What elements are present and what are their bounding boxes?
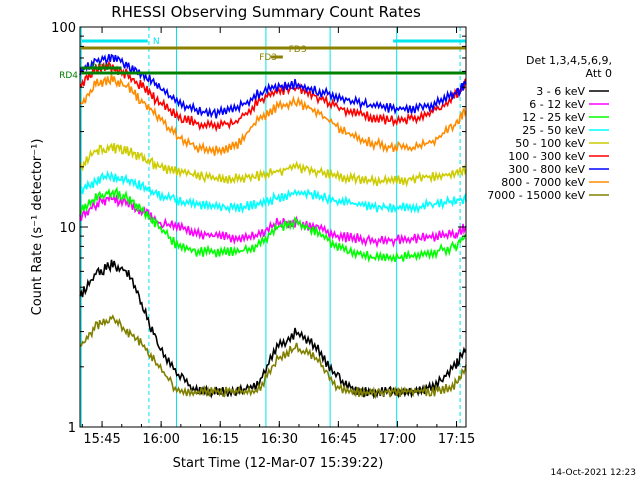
series-line [79, 259, 467, 400]
series-line [79, 142, 467, 188]
legend-entry-label: 3 - 6 keV [536, 85, 585, 98]
series-line [79, 74, 467, 157]
timestamp: 14-Oct-2021 12:23 [551, 468, 636, 478]
x-tick-label: 16:15 [201, 432, 238, 447]
y-tick-label: 1 [68, 421, 76, 436]
series-line [79, 186, 466, 264]
flag-label: FD3 [289, 45, 307, 55]
x-tick-label: 17:15 [438, 432, 475, 447]
series-line [79, 53, 467, 119]
y-tick-label: 10 [59, 221, 76, 236]
legend-header: Det 1,3,4,5,6,9, [526, 54, 612, 67]
legend-entry-label: 100 - 300 keV [508, 150, 585, 163]
series-line [79, 169, 467, 215]
x-tick-label: 16:30 [261, 432, 298, 447]
chart-title: RHESSI Observing Summary Count Rates [111, 3, 421, 21]
flag-label: RD0 [91, 63, 110, 73]
flag-label: FD3 [259, 53, 277, 63]
legend-entry-label: 25 - 50 keV [522, 124, 585, 137]
series-line [79, 314, 467, 400]
x-tick-label: 17:00 [379, 432, 416, 447]
flag-label: RD4 [59, 71, 78, 81]
flag-label: N [153, 37, 160, 47]
x-tick-label: 16:00 [142, 432, 179, 447]
legend-entry-label: 300 - 800 keV [508, 163, 585, 176]
legend-entry-label: 7000 - 15000 keV [487, 189, 585, 202]
legend-header: Att 0 [586, 67, 612, 80]
series-line [79, 193, 467, 249]
legend-entry-label: 12 - 25 keV [522, 111, 585, 124]
x-axis-label: Start Time (12-Mar-07 15:39:22) [173, 456, 384, 471]
series-line [79, 60, 467, 133]
legend-entry-label: 800 - 7000 keV [501, 176, 585, 189]
x-tick-label: 16:45 [320, 432, 357, 447]
legend-entry-label: 50 - 100 keV [515, 137, 585, 150]
y-axis-label: Count Rate (s⁻¹ detector⁻¹) [30, 139, 45, 316]
x-tick-label: 15:45 [83, 432, 120, 447]
y-tick-label: 100 [51, 21, 76, 36]
legend-entry-label: 6 - 12 keV [529, 98, 585, 111]
